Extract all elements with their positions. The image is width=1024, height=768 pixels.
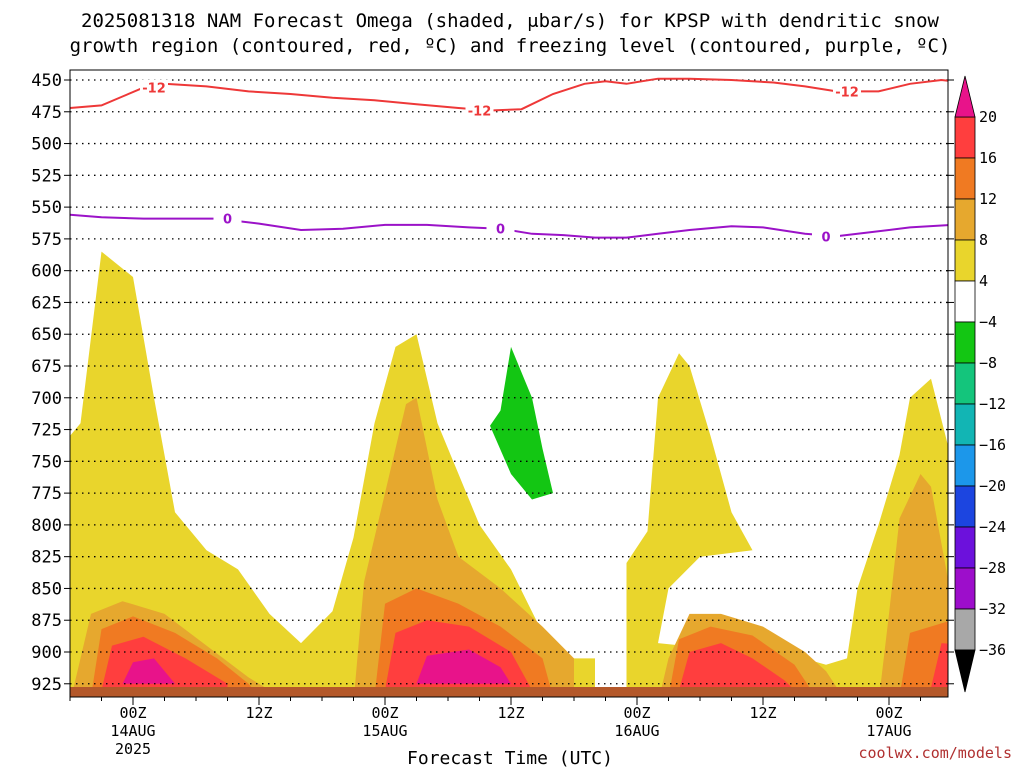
y-tick-label-525: 525 — [31, 166, 62, 186]
y-tick-label-750: 750 — [31, 452, 62, 472]
contour-label-bg — [465, 102, 494, 119]
contour-label-1-0: 0 — [223, 213, 232, 228]
x-tick-year-0: 2025 — [115, 740, 151, 758]
y-tick-label-500: 500 — [31, 135, 62, 155]
colorbar-label-5: −4 — [979, 313, 997, 331]
omega-shade-neg4-0 — [490, 346, 553, 500]
colorbar-label-2: 12 — [979, 190, 997, 208]
x-tick-label-2: 00Z — [371, 704, 398, 722]
x-tick-label-1: 12Z — [245, 704, 272, 722]
y-tick-label-800: 800 — [31, 516, 62, 536]
colorbar-label-1: 16 — [979, 149, 997, 167]
y-tick-label-550: 550 — [31, 198, 62, 218]
contour-label-0-1: -12 — [468, 105, 492, 120]
colorbar-label-6: −8 — [979, 354, 997, 372]
y-tick-label-575: 575 — [31, 230, 62, 250]
contour-label-1-2: 0 — [821, 230, 830, 245]
x-tick-date-2: 15AUG — [362, 722, 407, 740]
x-tick-date-0: 14AUG — [110, 722, 155, 740]
contour-label-bg — [140, 79, 168, 96]
colorbar-band-6 — [954, 362, 976, 405]
y-tick-label-650: 650 — [31, 325, 62, 345]
colorbar-band-2 — [954, 198, 976, 241]
colorbar-band-8 — [954, 444, 976, 487]
colorbar-label-13: −36 — [979, 641, 1006, 659]
y-tick-label-850: 850 — [31, 579, 62, 599]
colorbar-label-8: −16 — [979, 436, 1006, 454]
colorbar-band-3 — [954, 239, 976, 282]
colorbar-band-9 — [954, 485, 976, 528]
colorbar-label-9: −20 — [979, 477, 1006, 495]
x-tick-label-5: 12Z — [749, 704, 776, 722]
contour-label-bg — [213, 210, 242, 227]
y-tick-label-900: 900 — [31, 643, 62, 663]
x-tick-label-3: 12Z — [497, 704, 524, 722]
x-tick-date-6: 17AUG — [866, 722, 911, 740]
omega-shade-16-3 — [931, 643, 948, 688]
colorbar-band-11 — [954, 567, 976, 610]
colorbar-band-1 — [954, 157, 976, 200]
y-tick-label-450: 450 — [31, 71, 62, 91]
y-tick-label-725: 725 — [31, 421, 62, 441]
chart-title-line-1: 2025081318 NAM Forecast Omega (shaded, μ… — [81, 10, 939, 32]
contour-label-bg — [833, 83, 861, 100]
colorbar-label-3: 8 — [979, 231, 988, 249]
y-tick-label-475: 475 — [31, 103, 62, 123]
x-tick-label-0: 00Z — [119, 704, 146, 722]
terrain-strip — [70, 687, 948, 697]
contour-label-1-1: 0 — [496, 223, 505, 238]
colorbar-bottom-arrow — [954, 649, 976, 693]
colorbar-band-0 — [954, 116, 976, 159]
colorbar-label-12: −32 — [979, 600, 1006, 618]
x-tick-label-6: 00Z — [875, 704, 902, 722]
x-tick-label-4: 00Z — [623, 704, 650, 722]
colorbar-band-5 — [954, 321, 976, 364]
chart-title-line-2: growth region (contoured, red, ºC) and f… — [70, 35, 951, 57]
colorbar-band-10 — [954, 526, 976, 569]
colorbar-label-4: 4 — [979, 272, 988, 290]
colorbar-label-10: −24 — [979, 518, 1006, 536]
colorbar-label-11: −28 — [979, 559, 1006, 577]
y-tick-label-625: 625 — [31, 293, 62, 313]
y-tick-label-675: 675 — [31, 357, 62, 377]
plot-frame — [69, 69, 949, 698]
plot-clip-group: -12 -12 -12 0 0 0 — [70, 77, 948, 697]
colorbar-label-0: 20 — [979, 108, 997, 126]
x-axis-title: Forecast Time (UTC) — [407, 748, 613, 768]
contour-label-bg — [812, 228, 840, 245]
contour-label-0-2: -12 — [835, 85, 859, 100]
omega-shade-4-1 — [626, 353, 948, 697]
colorbar-band-12 — [954, 608, 976, 651]
omega-shade-16-2 — [679, 643, 795, 691]
colorbar-label-7: −12 — [979, 395, 1006, 413]
y-tick-label-925: 925 — [31, 675, 62, 695]
colorbar-top-arrow — [954, 75, 976, 118]
y-tick-label-825: 825 — [31, 548, 62, 568]
omega-shade-20-0 — [122, 658, 175, 684]
y-tick-label-875: 875 — [31, 611, 62, 631]
colorbar-band-4 — [954, 280, 976, 323]
contour-label-0-0: -12 — [142, 82, 166, 97]
contour-line-1 — [70, 213, 948, 239]
y-axis: 450 475 500 525 550 575 600 625 650 675 700 725 750 7… — [31, 71, 954, 695]
omega-shade-20-1 — [416, 649, 511, 684]
colorbar-band-7 — [954, 403, 976, 446]
y-tick-label-700: 700 — [31, 389, 62, 409]
y-tick-label-775: 775 — [31, 484, 62, 504]
colorbar: 20 16 12 8 4 −4 −8 −12 −16 −20 −24 −28 −32 −36 — [954, 75, 1006, 693]
plot-area: -12 -12 -12 0 0 0 — [69, 69, 949, 698]
contour-label-bg — [486, 220, 515, 237]
x-tick-date-4: 16AUG — [614, 722, 659, 740]
y-tick-label-600: 600 — [31, 262, 62, 282]
credit-text: coolwx.com/models — [858, 744, 1012, 762]
